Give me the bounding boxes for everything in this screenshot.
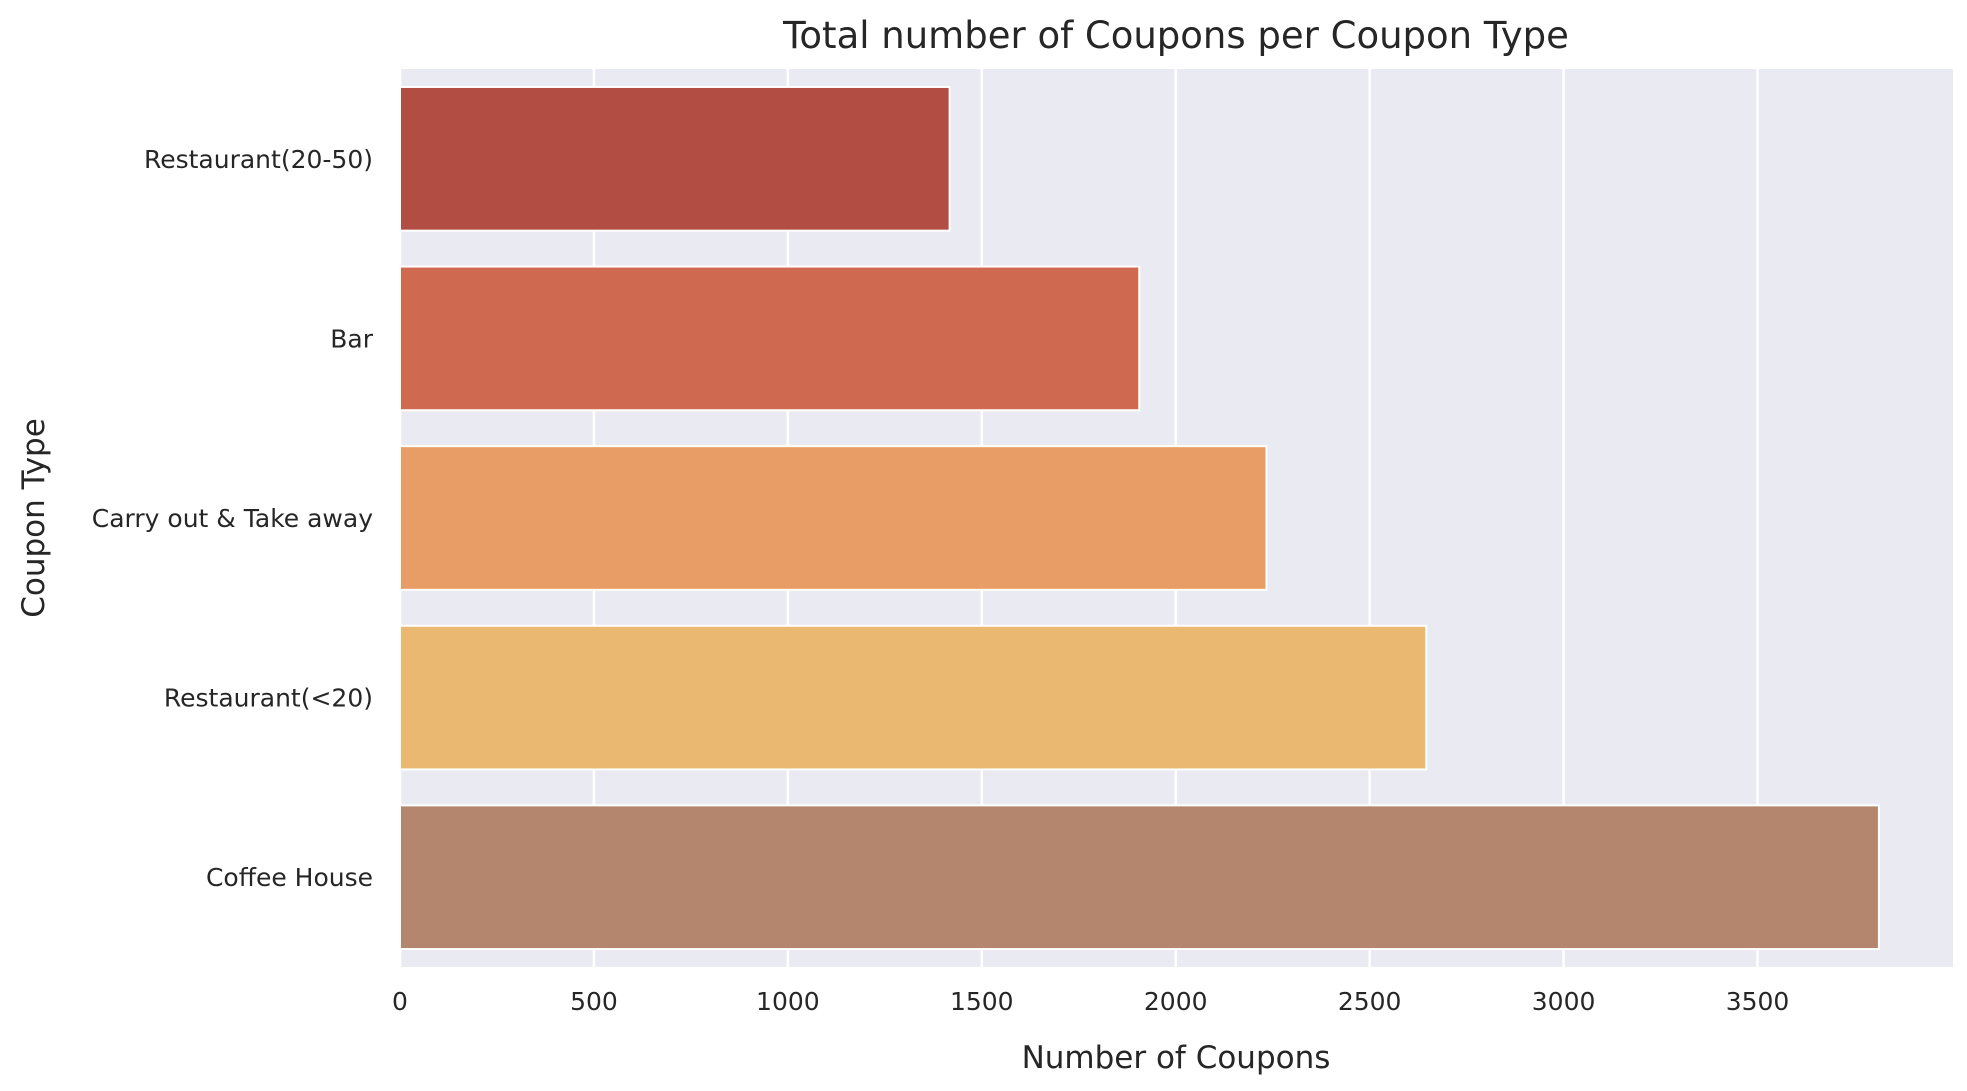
y-tick-label: Restaurant(<20) — [164, 684, 373, 713]
x-tick-label: 1000 — [756, 987, 820, 1016]
x-tick-label: 3500 — [1726, 987, 1790, 1016]
x-tick-label: 1500 — [950, 987, 1014, 1016]
chart-title: Total number of Coupons per Coupon Type — [782, 14, 1569, 57]
bar — [399, 265, 1141, 412]
bar — [399, 804, 1880, 951]
x-tick-labels: 0 500 1000 1500 2000 2500 3000 3500 — [392, 987, 1789, 1016]
y-tick-label: Restaurant(20-50) — [144, 145, 373, 174]
y-tick-label: Coffee House — [206, 863, 373, 892]
x-tick-label: 2500 — [1338, 987, 1402, 1016]
y-tick-label: Bar — [330, 324, 373, 353]
x-tick-label: 0 — [392, 987, 408, 1016]
bar — [399, 85, 951, 232]
bar — [399, 445, 1268, 591]
y-tick-labels: Restaurant(20-50) Bar Carry out & Take awa… — [92, 145, 374, 892]
x-tick-label: 3000 — [1532, 987, 1596, 1016]
bar — [399, 624, 1428, 771]
y-axis-title: Coupon Type — [16, 418, 52, 618]
bars — [399, 85, 1880, 951]
y-tick-label: Carry out & Take away — [92, 504, 373, 533]
x-tick-label: 2000 — [1144, 987, 1208, 1016]
x-tick-label: 500 — [570, 987, 618, 1016]
x-axis-title: Number of Coupons — [1022, 1040, 1331, 1076]
